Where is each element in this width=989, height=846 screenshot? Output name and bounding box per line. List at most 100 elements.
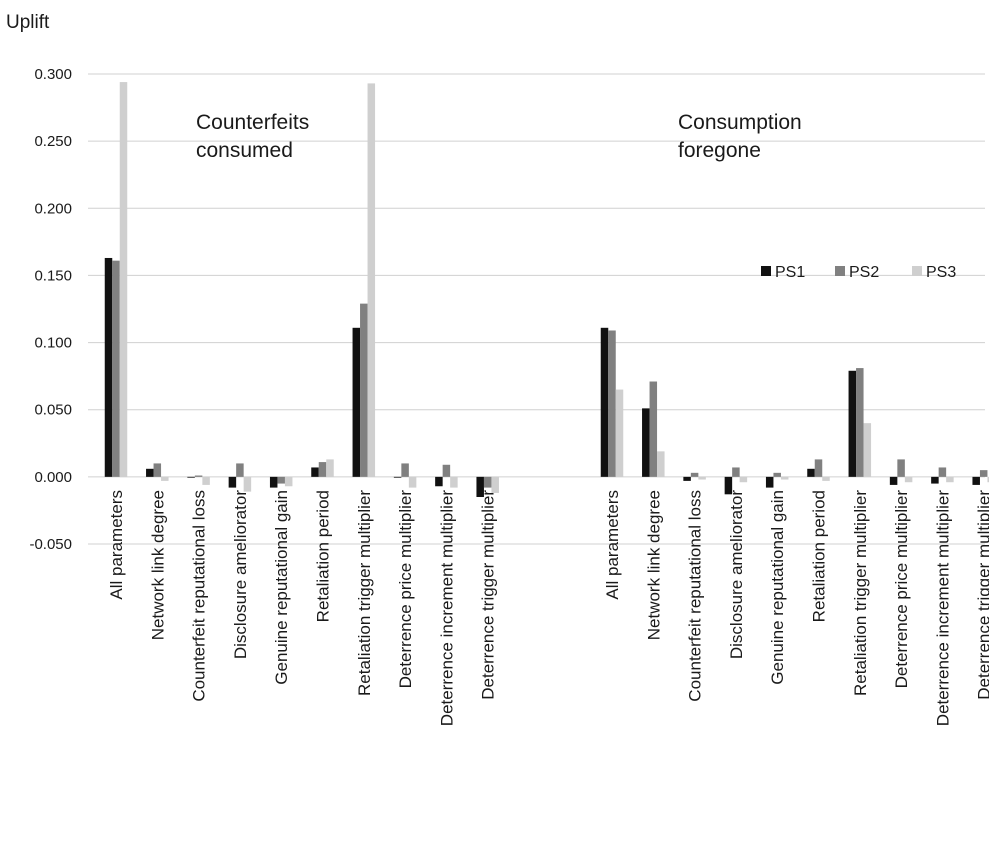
bar-ps2 [732, 467, 740, 477]
legend-label-ps1: PS1 [775, 264, 805, 281]
legend: PS1 PS2 PS3 [761, 264, 956, 281]
bar-ps1 [807, 468, 815, 477]
legend-swatch-ps3 [912, 266, 922, 276]
group-labels: Counterfeits consumed Consumption foregone [196, 111, 802, 162]
bar-ps1 [600, 327, 609, 477]
bar-ps2 [442, 464, 451, 477]
bar-ps3 [408, 476, 417, 488]
bar-ps2 [690, 472, 699, 477]
bar-ps1 [848, 370, 857, 477]
bar-ps2 [318, 462, 327, 477]
bar-ps1 [228, 476, 237, 488]
bar-ps3 [161, 476, 169, 481]
bar-ps1 [972, 476, 980, 485]
bar-ps3 [284, 476, 293, 487]
y-tick-label: 0.100 [34, 335, 72, 352]
category-label: Retaliation period [810, 490, 829, 622]
y-tick-label: 0.000 [34, 469, 72, 486]
bar-ps1 [187, 476, 195, 478]
bar-ps3 [119, 82, 128, 477]
bar-ps3 [780, 476, 789, 480]
y-tick-label: 0.150 [34, 267, 72, 284]
bar-ps1 [683, 476, 691, 481]
bar-ps2 [773, 472, 781, 477]
bar-ps2 [938, 467, 947, 477]
category-label: All parameters [603, 490, 622, 600]
y-tick-label: 0.200 [34, 200, 72, 217]
group-label: foregone [678, 139, 761, 162]
bar-ps1 [352, 327, 361, 477]
category-label: Genuine reputational gain [768, 490, 787, 685]
group-label: Consumption [678, 111, 802, 134]
category-label: Counterfeit reputational loss [190, 490, 209, 702]
category-label: Disclosure ameliorator [727, 490, 746, 659]
bar-ps3 [863, 423, 872, 477]
category-label: Genuine reputational gain [272, 490, 291, 685]
category-labels: All parameters Network link degree Counter… [107, 490, 989, 727]
category-label: Deterrence trigger multiplier [479, 490, 498, 700]
y-tick-label: 0.300 [34, 66, 72, 83]
bar-ps2 [897, 459, 905, 477]
bar-ps3 [202, 476, 210, 485]
bar-ps3 [491, 476, 499, 493]
bar-ps1 [311, 467, 319, 477]
bar-ps2 [401, 463, 409, 477]
bar-ps1 [765, 476, 774, 488]
bar-ps2 [112, 260, 120, 477]
category-label: Network link degree [148, 490, 167, 640]
category-label: Network link degree [644, 490, 663, 640]
legend-swatch-ps1 [761, 266, 771, 276]
y-axis-title: Uplift [6, 12, 50, 33]
category-label: Disclosure ameliorator [231, 490, 250, 659]
category-label: Retaliation period [314, 490, 333, 622]
y-tick-labels: -0.050 0.000 0.050 0.100 0.150 0.200 0.250 0.30… [29, 66, 72, 553]
bar-ps1 [269, 476, 278, 488]
bars [104, 82, 989, 497]
group-label: consumed [196, 139, 293, 162]
gridlines [88, 73, 985, 545]
bar-ps3 [326, 459, 334, 477]
bar-ps2 [360, 303, 368, 477]
bar-ps2 [649, 381, 658, 477]
category-label: All parameters [107, 490, 126, 600]
bar-ps1 [104, 257, 113, 477]
category-label: Counterfeit reputational loss [686, 490, 705, 702]
category-label: Retaliation trigger multiplier [355, 490, 374, 696]
bar-ps1 [476, 476, 484, 497]
bar-ps2 [856, 368, 864, 477]
category-label: Deterrence increment multiplier [933, 490, 952, 727]
y-tick-label: -0.050 [29, 536, 72, 553]
bar-ps1 [393, 476, 402, 478]
category-label: Deterrence increment multiplier [437, 490, 456, 727]
bar-ps2 [814, 459, 823, 477]
bar-ps1 [435, 476, 443, 487]
bar-ps3 [657, 451, 665, 477]
y-tick-label: 0.250 [34, 133, 72, 150]
legend-label-ps2: PS2 [849, 264, 879, 281]
category-label: Deterrence price multiplier [396, 490, 415, 689]
bar-ps2 [236, 463, 244, 477]
bar-ps3 [822, 476, 830, 481]
legend-label-ps3: PS3 [926, 264, 956, 281]
legend-swatch-ps2 [835, 266, 845, 276]
bar-ps2 [194, 475, 203, 477]
bar-ps3 [367, 83, 376, 477]
bar-ps1 [931, 476, 939, 484]
bar-ps3 [987, 476, 989, 483]
bar-ps3 [450, 476, 458, 488]
bar-ps2 [277, 476, 285, 484]
category-label: Deterrence price multiplier [892, 490, 911, 689]
category-label: Deterrence trigger multiplier [975, 490, 989, 700]
bar-ps1 [642, 408, 650, 477]
bar-ps2 [153, 463, 162, 477]
bar-ps3 [615, 389, 624, 477]
group-label: Counterfeits [196, 111, 309, 134]
bar-ps3 [243, 476, 252, 492]
bar-ps1 [146, 468, 154, 477]
bar-ps1 [889, 476, 898, 485]
bar-ps3 [698, 476, 706, 480]
bar-ps3 [946, 476, 954, 483]
bar-ps3 [739, 476, 748, 483]
bar-ps2 [483, 476, 492, 488]
